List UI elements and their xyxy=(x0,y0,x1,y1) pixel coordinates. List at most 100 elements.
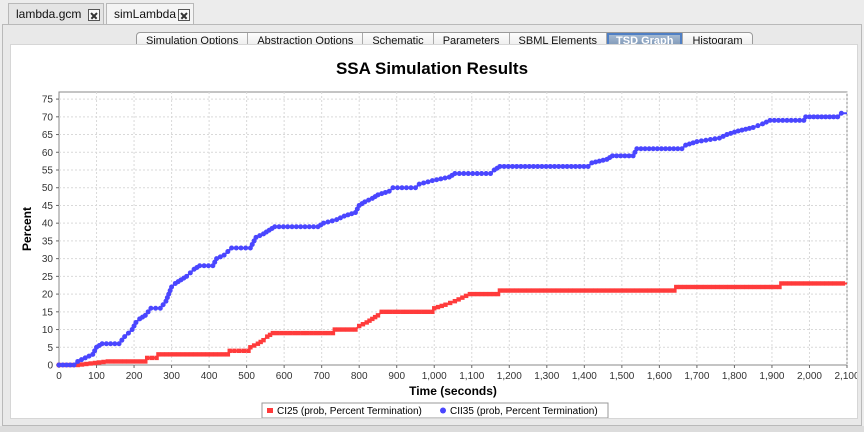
data-point xyxy=(456,297,461,302)
data-point xyxy=(626,153,632,159)
data-point xyxy=(763,119,769,125)
data-point xyxy=(241,348,247,354)
data-point xyxy=(413,309,418,315)
data-point xyxy=(622,288,627,293)
data-point xyxy=(501,288,507,293)
data-point xyxy=(642,146,648,152)
data-point xyxy=(471,291,477,297)
data-point xyxy=(285,224,291,230)
data-point xyxy=(668,288,673,293)
data-point xyxy=(465,171,471,177)
data-point xyxy=(417,309,422,315)
data-point xyxy=(201,352,206,357)
data-point xyxy=(711,284,716,290)
data-point xyxy=(731,284,737,290)
data-point xyxy=(313,330,318,336)
data-point xyxy=(349,211,355,217)
data-point xyxy=(265,334,270,339)
data-point xyxy=(232,348,237,354)
data-point xyxy=(787,281,792,286)
series-cii35 xyxy=(56,110,847,368)
data-point xyxy=(270,330,276,336)
data-point xyxy=(112,341,118,347)
data-point xyxy=(180,352,186,357)
data-point xyxy=(372,314,378,320)
data-point xyxy=(214,256,220,262)
data-point xyxy=(267,332,273,338)
data-point xyxy=(187,270,193,276)
data-point xyxy=(443,302,448,307)
window-bottom-edge xyxy=(0,426,864,432)
close-icon[interactable] xyxy=(178,9,190,21)
data-point xyxy=(743,126,749,132)
data-point xyxy=(767,117,773,123)
data-point xyxy=(702,284,708,290)
data-point xyxy=(154,355,159,361)
data-point xyxy=(719,284,724,290)
data-point xyxy=(276,224,282,230)
x-tick-label: 600 xyxy=(276,371,293,382)
data-point xyxy=(452,171,458,177)
data-point xyxy=(584,288,590,293)
data-point xyxy=(321,220,327,226)
data-point xyxy=(609,288,615,293)
data-point xyxy=(663,146,669,152)
data-point xyxy=(686,141,692,147)
data-point xyxy=(145,309,151,315)
data-point xyxy=(634,288,640,293)
data-point xyxy=(750,124,756,130)
data-point xyxy=(390,185,396,191)
data-point xyxy=(375,313,381,318)
data-point xyxy=(344,327,350,332)
data-point xyxy=(108,341,114,347)
data-point xyxy=(71,362,77,368)
data-point xyxy=(716,135,722,141)
data-point xyxy=(752,284,757,290)
data-point xyxy=(526,163,532,169)
tsd-chart-container[interactable]: SSA Simulation Results 0 100 200 300 400 500 6… xyxy=(10,44,858,419)
data-point xyxy=(130,359,135,364)
data-point xyxy=(236,348,242,354)
data-point xyxy=(827,114,833,120)
doc-tab-label: lambda.gcm xyxy=(16,7,82,21)
x-axis-ticks: 0 100 200 300 400 500 600 700 800 900 1,000 1,100 1,… xyxy=(56,365,857,382)
data-point xyxy=(543,288,548,293)
doc-tab-lambda-gcm[interactable]: lambda.gcm xyxy=(8,3,104,25)
data-point xyxy=(116,341,122,347)
data-point xyxy=(720,133,726,139)
x-tick-label: 1,100 xyxy=(459,371,484,382)
data-point xyxy=(463,293,469,299)
data-point xyxy=(820,281,825,286)
data-point xyxy=(543,163,549,169)
data-point xyxy=(362,199,368,205)
data-point xyxy=(514,288,519,293)
data-point xyxy=(727,284,733,290)
data-point xyxy=(408,185,414,191)
doc-tab-simlambda[interactable]: simLambda xyxy=(106,3,194,25)
data-point xyxy=(501,163,507,169)
y-tick-label: 40 xyxy=(42,219,54,230)
data-point xyxy=(744,284,749,290)
data-point xyxy=(838,110,844,116)
data-point xyxy=(272,224,278,230)
data-point xyxy=(176,352,182,357)
data-point xyxy=(797,117,803,123)
data-point xyxy=(122,359,127,364)
data-point xyxy=(379,191,385,197)
y-tick-label: 55 xyxy=(42,166,54,177)
data-point xyxy=(703,137,709,143)
data-point xyxy=(667,146,673,152)
data-point xyxy=(788,117,794,123)
data-point xyxy=(438,176,444,182)
tsd-chart[interactable]: SSA Simulation Results 0 100 200 300 400 500 6… xyxy=(11,45,857,418)
data-point xyxy=(412,185,418,191)
data-point xyxy=(614,288,619,293)
close-icon[interactable] xyxy=(88,9,100,21)
data-point xyxy=(251,343,257,348)
data-point xyxy=(815,114,821,120)
data-point xyxy=(746,125,752,131)
data-point xyxy=(386,188,392,194)
grid-lines xyxy=(59,92,848,365)
data-point xyxy=(638,288,644,293)
data-point xyxy=(109,359,115,364)
